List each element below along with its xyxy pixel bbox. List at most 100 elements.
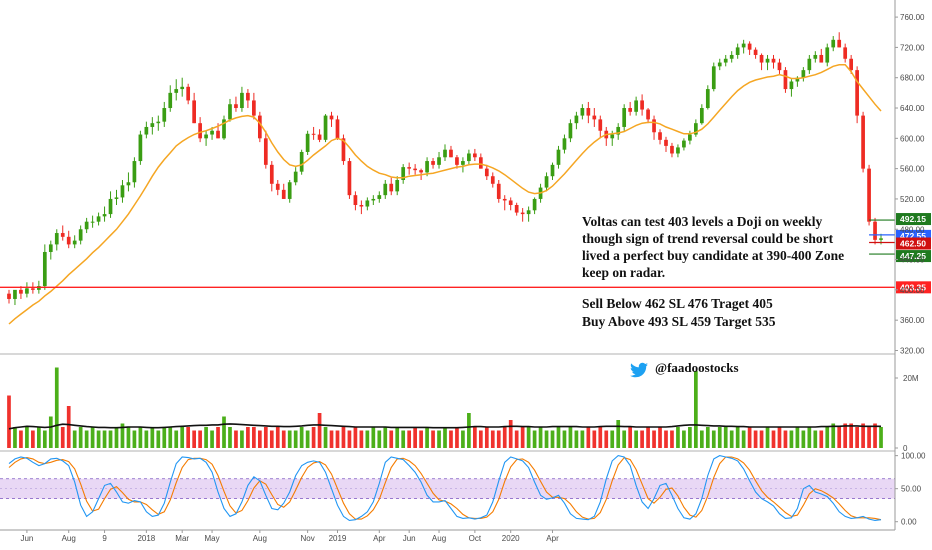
volume-bar bbox=[407, 430, 412, 448]
volume-bar bbox=[837, 427, 842, 448]
buy-signal-text: Buy Above 493 SL 459 Target 535 bbox=[582, 314, 776, 329]
volume-bar bbox=[263, 427, 268, 448]
volume-bar bbox=[96, 430, 101, 448]
volume-bar bbox=[604, 430, 609, 448]
candle-body bbox=[514, 205, 519, 213]
volume-bar bbox=[150, 427, 155, 448]
price-tick-label: 360.00 bbox=[900, 316, 925, 325]
candle-body bbox=[622, 108, 627, 127]
candle-body bbox=[323, 115, 328, 140]
volume-bar bbox=[747, 427, 752, 448]
candle-body bbox=[855, 70, 859, 116]
volume-bar bbox=[723, 427, 728, 448]
candle-body bbox=[299, 151, 304, 172]
volume-bar bbox=[78, 427, 83, 448]
candle-body bbox=[449, 149, 453, 158]
volume-bar bbox=[180, 427, 185, 448]
candle-body bbox=[831, 39, 836, 48]
annotation-block: Voltas can test 403 levels a Doji on wee… bbox=[582, 214, 844, 329]
candle-body bbox=[359, 205, 364, 207]
stochastic-tick-label: 100.00 bbox=[901, 452, 926, 461]
volume-bar bbox=[371, 427, 376, 448]
ema-line bbox=[8, 64, 882, 325]
volume-bar bbox=[849, 423, 854, 448]
volume-bar bbox=[771, 430, 776, 448]
candle-body bbox=[532, 198, 537, 211]
candle-body bbox=[96, 216, 101, 222]
volume-bar bbox=[275, 427, 280, 448]
candle-body bbox=[676, 147, 680, 154]
price-tag bbox=[896, 281, 931, 294]
ema-path bbox=[8, 64, 882, 325]
volume-bar bbox=[568, 427, 573, 448]
candle-body bbox=[759, 54, 764, 63]
volume-bar bbox=[532, 430, 537, 448]
volume-bar bbox=[353, 427, 358, 448]
candle-body bbox=[568, 123, 573, 139]
volume-bar bbox=[867, 427, 871, 448]
volume-bar bbox=[114, 427, 119, 448]
candle-body bbox=[335, 119, 340, 139]
candle-body bbox=[240, 92, 244, 109]
volume-tick-label: 0 bbox=[903, 444, 908, 453]
candle-body bbox=[586, 108, 591, 116]
volume-bar bbox=[735, 427, 740, 448]
candle-body bbox=[84, 221, 89, 230]
candle-body bbox=[263, 138, 268, 165]
volume-bar bbox=[634, 430, 638, 448]
candle-body bbox=[186, 86, 191, 101]
volume-bar bbox=[222, 416, 226, 448]
candle-body bbox=[443, 149, 447, 158]
price-tick-label: 600.00 bbox=[900, 134, 925, 143]
volume-bar bbox=[323, 427, 328, 448]
volume-bar bbox=[520, 427, 525, 448]
volume-bar bbox=[688, 427, 692, 448]
volume-bar bbox=[335, 430, 340, 448]
volume-tick-label: 20M bbox=[903, 374, 919, 383]
volume-bar bbox=[287, 430, 292, 448]
volume-bar bbox=[42, 430, 47, 448]
candle-body bbox=[777, 62, 782, 71]
volume-bar bbox=[174, 430, 179, 448]
candle-body bbox=[281, 189, 286, 199]
candle-body bbox=[13, 289, 17, 299]
volume-bar bbox=[550, 430, 555, 448]
volume-bar bbox=[341, 427, 346, 448]
volume-bar bbox=[252, 427, 256, 448]
volume-bar bbox=[664, 430, 668, 448]
volume-bar bbox=[359, 430, 364, 448]
volume-bar bbox=[246, 427, 250, 448]
candle-body bbox=[789, 81, 794, 90]
candle-body bbox=[216, 130, 220, 139]
candle-body bbox=[78, 229, 83, 241]
candle-body bbox=[120, 185, 125, 198]
candle-body bbox=[114, 197, 119, 199]
price-tag-label: 403.35 bbox=[900, 282, 926, 292]
volume-bar bbox=[741, 430, 746, 448]
volume-bar bbox=[508, 420, 513, 448]
volume-bar bbox=[299, 427, 304, 448]
candle-body bbox=[72, 240, 77, 245]
candle-body bbox=[156, 121, 161, 124]
candle-body bbox=[329, 115, 334, 120]
annotation-line-2: though sign of trend reversal could be s… bbox=[582, 231, 834, 246]
volume-bar bbox=[36, 427, 41, 448]
volume-bar bbox=[144, 430, 149, 448]
volume-bar bbox=[54, 367, 59, 448]
candle-body bbox=[42, 251, 47, 287]
annotation-line-1: Voltas can test 403 levels a Doji on wee… bbox=[582, 214, 822, 229]
volume-bar bbox=[490, 430, 495, 448]
volume-bar bbox=[455, 427, 459, 448]
price-tag-label: 492.15 bbox=[900, 214, 926, 224]
candle-body bbox=[371, 198, 376, 201]
volume-bar bbox=[210, 430, 214, 448]
volume-bar bbox=[437, 430, 441, 448]
volume-bar bbox=[729, 430, 734, 448]
candle-body bbox=[717, 62, 722, 67]
candle-body bbox=[162, 108, 167, 122]
candle-body bbox=[132, 161, 137, 183]
volume-bars bbox=[7, 367, 883, 448]
